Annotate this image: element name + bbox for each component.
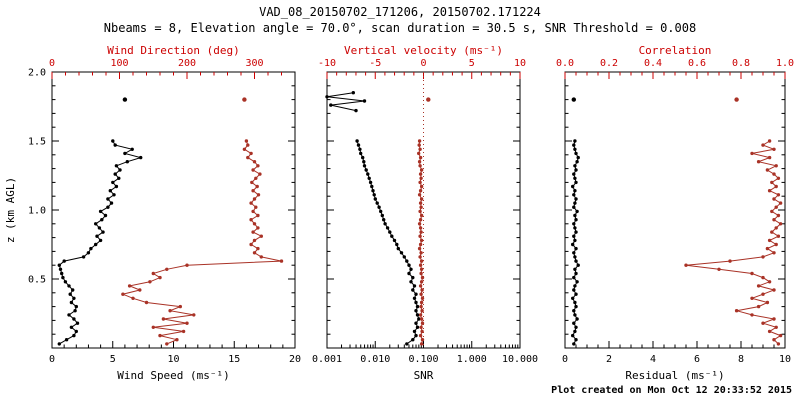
svg-text:0.0: 0.0 — [556, 58, 574, 69]
svg-text:1.000: 1.000 — [457, 354, 487, 365]
svg-text:z (km AGL): z (km AGL) — [4, 177, 17, 243]
svg-text:0.100: 0.100 — [408, 354, 438, 365]
svg-text:-5: -5 — [369, 58, 381, 69]
svg-text:2.0: 2.0 — [28, 68, 46, 79]
svg-text:-10: -10 — [318, 58, 336, 69]
plot-created-timestamp: Plot created on Mon Oct 12 20:33:52 2015 — [551, 385, 792, 396]
svg-text:1.0: 1.0 — [776, 58, 794, 69]
svg-text:15: 15 — [228, 354, 240, 365]
svg-text:5: 5 — [469, 58, 475, 69]
svg-text:Correlation: Correlation — [639, 44, 712, 57]
plot-subtitle: Nbeams = 8, Elevation angle = 70.0°, sca… — [103, 21, 697, 35]
svg-text:10: 10 — [514, 58, 526, 69]
svg-text:200: 200 — [178, 58, 196, 69]
svg-text:0.010: 0.010 — [360, 354, 390, 365]
svg-text:0: 0 — [49, 58, 55, 69]
svg-text:6: 6 — [694, 354, 700, 365]
svg-text:0.6: 0.6 — [688, 58, 706, 69]
svg-text:0.001: 0.001 — [312, 354, 342, 365]
svg-text:0: 0 — [562, 354, 568, 365]
svg-text:10: 10 — [779, 354, 791, 365]
svg-text:0.2: 0.2 — [600, 58, 618, 69]
svg-text:5: 5 — [110, 354, 116, 365]
svg-text:20: 20 — [289, 354, 301, 365]
svg-text:10: 10 — [167, 354, 179, 365]
svg-text:Residual (ms⁻¹): Residual (ms⁻¹) — [625, 369, 724, 382]
svg-text:SNR: SNR — [414, 369, 434, 382]
plot-title: VAD_08_20150702_171206, 20150702.171224 — [259, 5, 541, 19]
svg-text:0.8: 0.8 — [732, 58, 750, 69]
svg-text:300: 300 — [245, 58, 263, 69]
svg-text:8: 8 — [738, 354, 744, 365]
svg-text:Vertical velocity (ms⁻¹): Vertical velocity (ms⁻¹) — [344, 44, 503, 57]
svg-text:0.5: 0.5 — [28, 275, 46, 286]
svg-text:Wind Direction (deg): Wind Direction (deg) — [107, 44, 239, 57]
svg-text:1.0: 1.0 — [28, 206, 46, 217]
svg-text:1.5: 1.5 — [28, 137, 46, 148]
svg-text:0: 0 — [49, 354, 55, 365]
svg-text:10.000: 10.000 — [502, 354, 538, 365]
svg-text:2: 2 — [606, 354, 612, 365]
svg-text:0.4: 0.4 — [644, 58, 662, 69]
svg-text:Wind Speed (ms⁻¹): Wind Speed (ms⁻¹) — [117, 369, 230, 382]
svg-text:0: 0 — [420, 58, 426, 69]
svg-text:4: 4 — [650, 354, 656, 365]
svg-text:100: 100 — [110, 58, 128, 69]
